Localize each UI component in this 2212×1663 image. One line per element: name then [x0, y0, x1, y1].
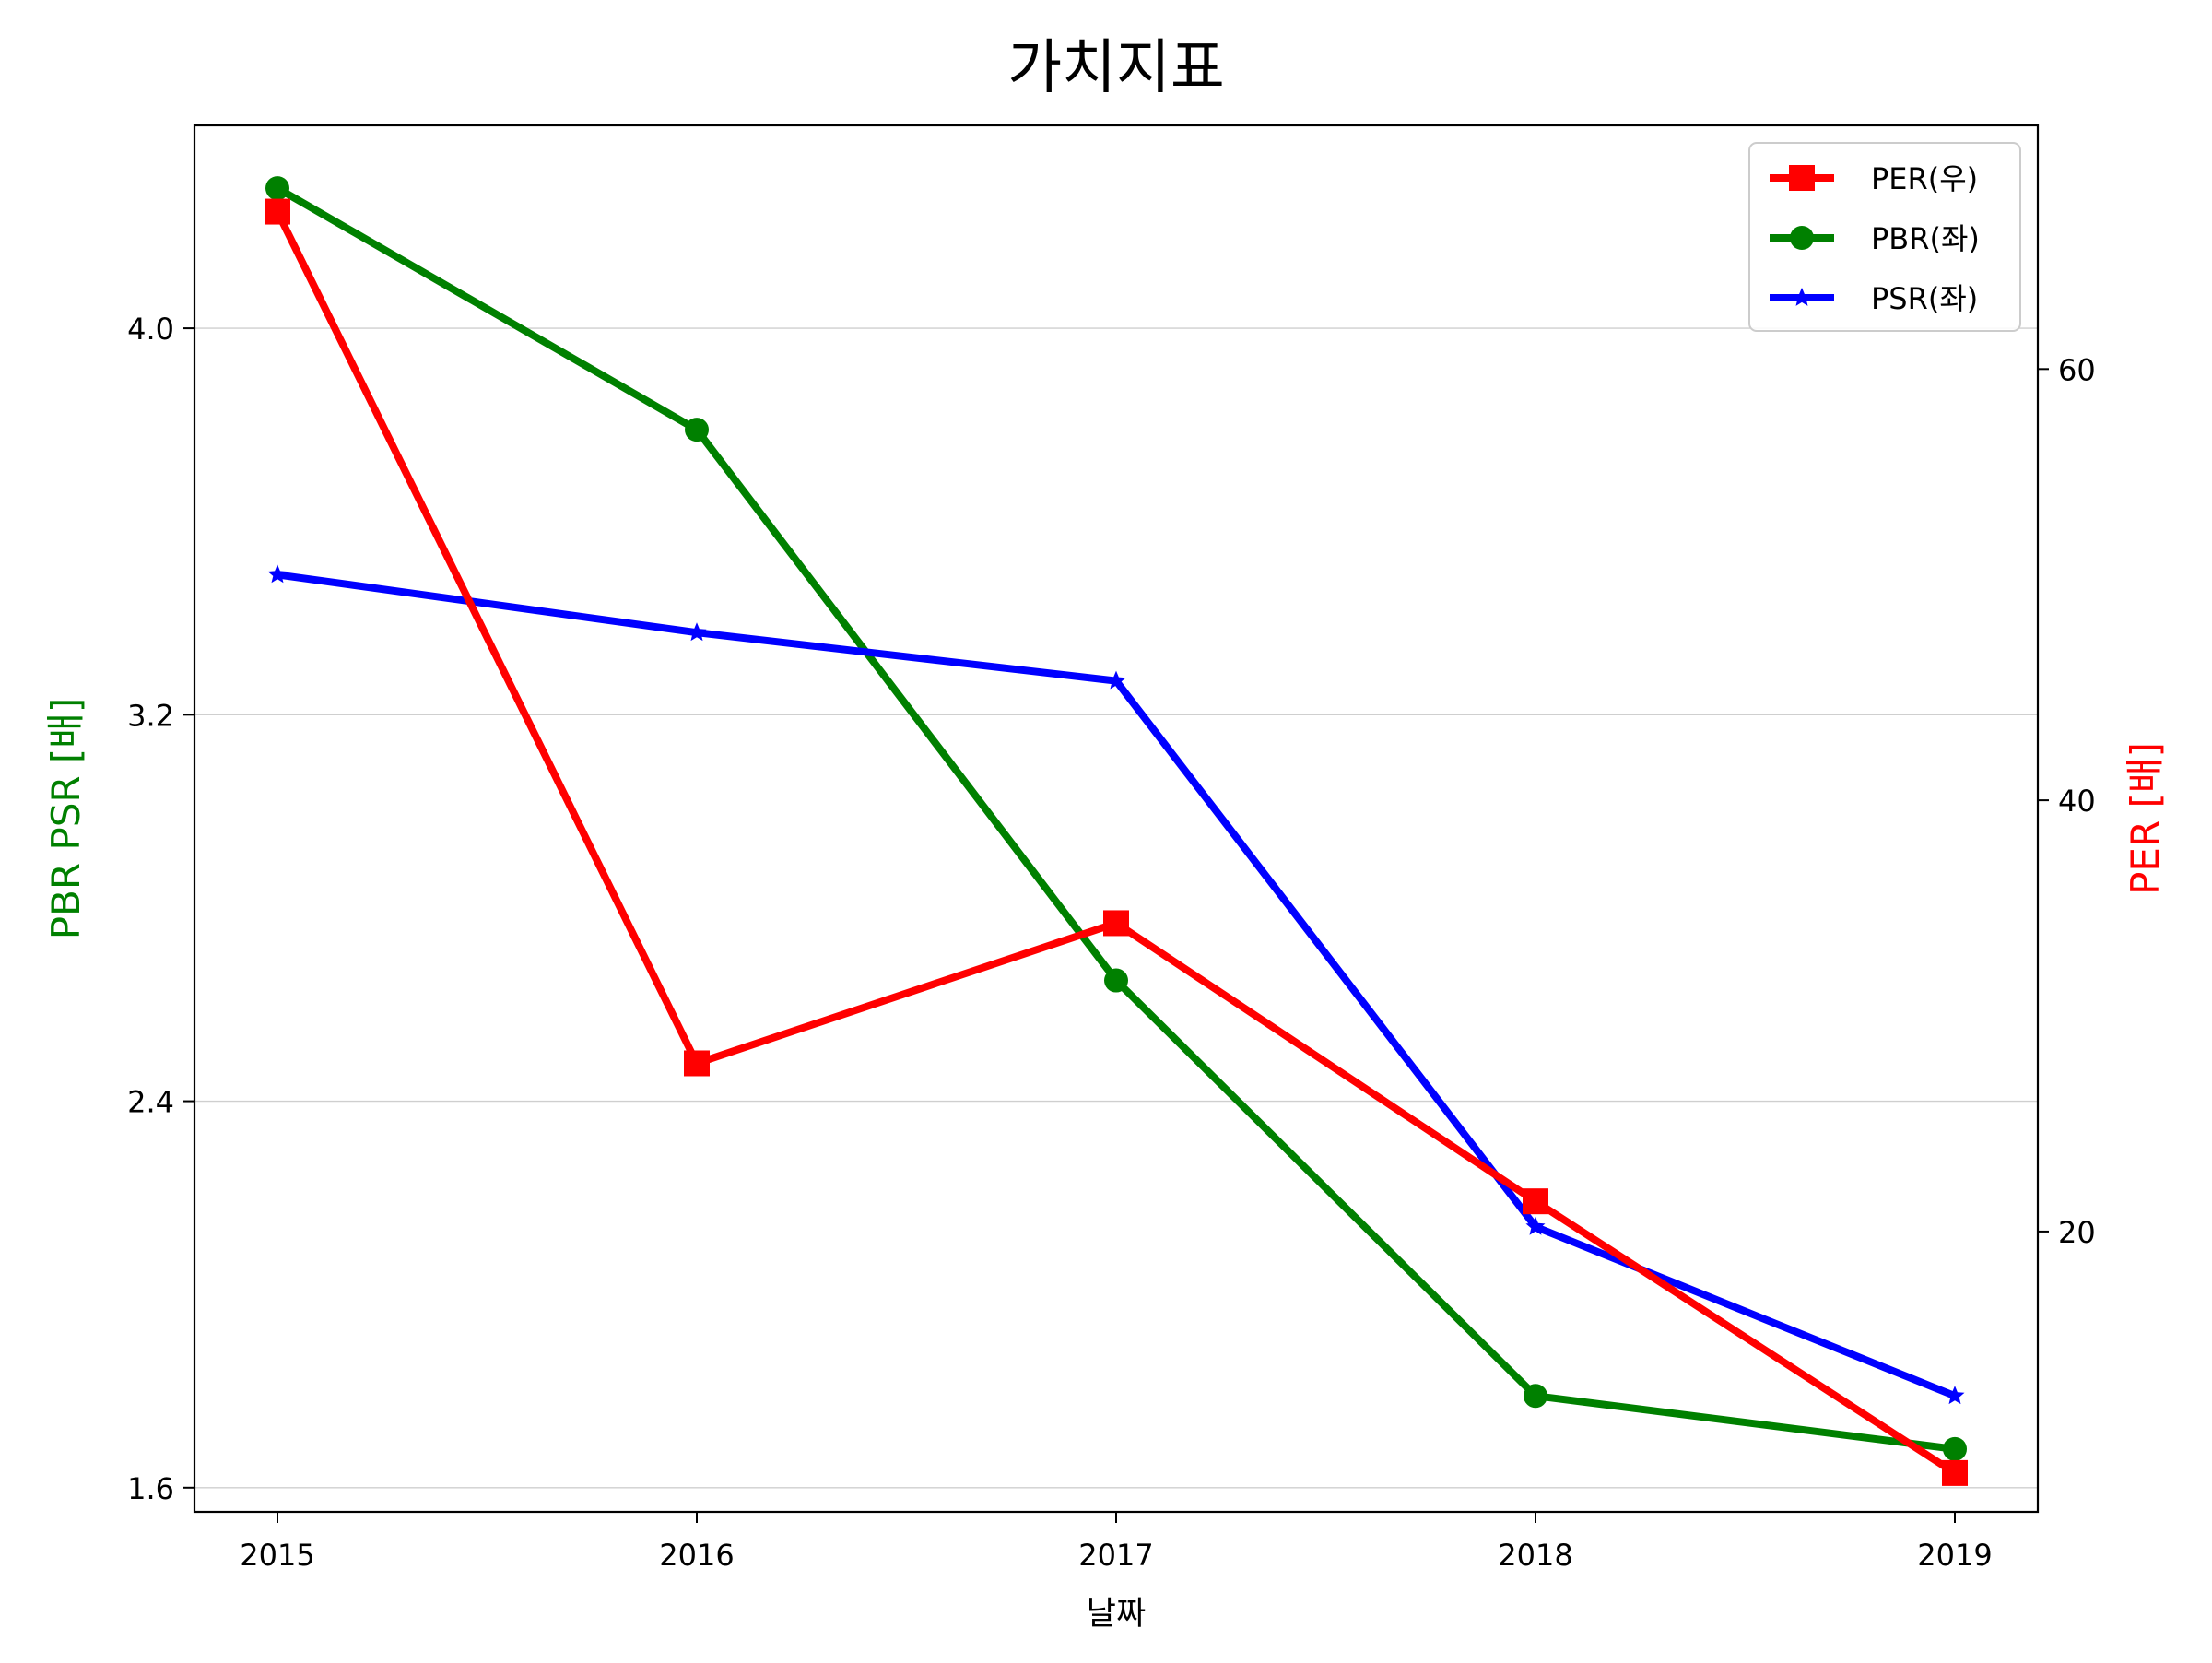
- y-left-tick-label: 1.6: [127, 1471, 174, 1506]
- legend-frame: [1748, 142, 2021, 332]
- series-markers: [265, 176, 1968, 1486]
- axes: 1.6 2.4 3.2 4.0 20 40 60 2015 2016 2017 2018 2019: [127, 312, 2096, 1573]
- data-point: [1525, 1216, 1546, 1235]
- legend-label: PSR(좌): [1871, 281, 1978, 316]
- y-axis-left-label: PBR PSR [배]: [43, 698, 88, 940]
- legend-swatch-marker: [1792, 288, 1812, 306]
- data-point: [1104, 968, 1128, 993]
- data-point: [1103, 910, 1129, 937]
- data-point: [1943, 1436, 1967, 1461]
- legend: PER(우) PBR(좌) PSR(좌): [1748, 142, 2021, 332]
- legend-swatch-marker: [1789, 165, 1815, 191]
- legend-swatch-marker: [1790, 226, 1814, 250]
- x-tick-label: 2015: [240, 1538, 314, 1573]
- x-axis-label: 날짜: [1087, 1596, 1146, 1633]
- y-right-tick-label: 20: [2058, 1215, 2096, 1250]
- gridlines: [194, 327, 2038, 1489]
- data-point: [265, 176, 289, 201]
- data-point: [1942, 1459, 1968, 1486]
- chart-title: 가치지표: [1007, 34, 1225, 102]
- legend-label: PER(우): [1871, 161, 1978, 196]
- data-point: [1524, 1384, 1547, 1409]
- y-left-tick-label: 3.2: [127, 698, 174, 733]
- x-tick-label: 2017: [1078, 1538, 1153, 1573]
- x-tick-label: 2019: [1917, 1538, 1992, 1573]
- legend-label: PBR(좌): [1871, 221, 1980, 256]
- data-point: [265, 198, 290, 225]
- data-point: [267, 564, 288, 584]
- data-point: [1106, 670, 1126, 690]
- data-point: [684, 1050, 710, 1077]
- data-point: [1523, 1188, 1548, 1215]
- x-tick-label: 2018: [1498, 1538, 1572, 1573]
- y-axis-right-label: PER [배]: [2123, 742, 2168, 895]
- y-left-tick-label: 2.4: [127, 1085, 174, 1120]
- data-point: [685, 418, 709, 442]
- data-point: [1945, 1386, 1965, 1405]
- y-right-tick-label: 60: [2058, 352, 2096, 387]
- y-left-tick-label: 4.0: [127, 312, 174, 347]
- x-tick-label: 2016: [659, 1538, 734, 1573]
- y-right-tick-label: 40: [2058, 784, 2096, 819]
- data-point: [687, 622, 707, 642]
